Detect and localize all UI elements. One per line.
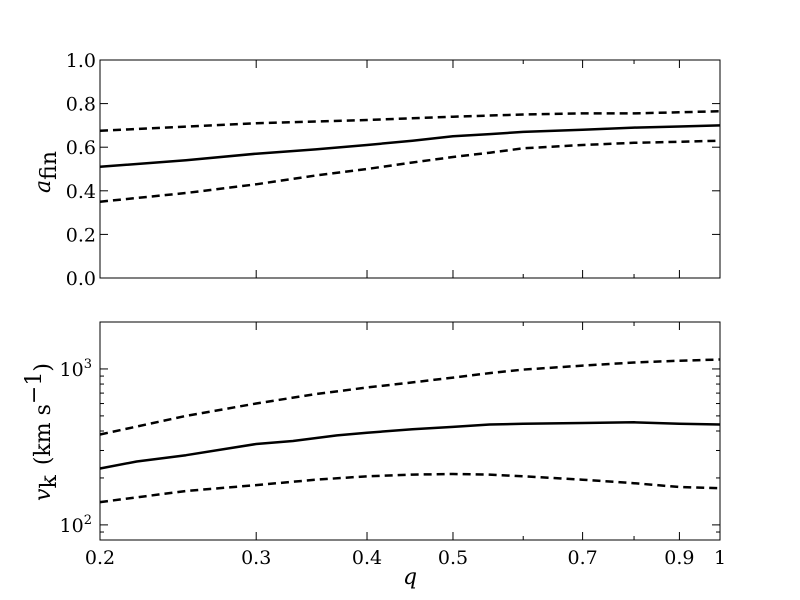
- kick-xtick-label: 0.4: [352, 547, 382, 569]
- kick-xtick-label: 1: [714, 547, 726, 569]
- spin-series-0-solid: [99, 124, 721, 169]
- spin-ytick-label: 0.6: [66, 137, 96, 159]
- kick-xtick-label: 0.2: [85, 547, 115, 569]
- kick-series-group: [99, 358, 721, 504]
- kick-ytick-label: 103: [60, 357, 92, 381]
- spin-series-2-dashed: [99, 139, 721, 203]
- spin-plot-frame: [99, 59, 721, 279]
- spin-ticks-group: [99, 59, 721, 279]
- kick-plot-frame: [99, 321, 721, 541]
- kick-xtick-label: 0.7: [567, 547, 597, 569]
- spin-ytick-label: 0.8: [66, 94, 96, 116]
- spin-ytick-labels: 0.0 0.2 0.4 0.6 0.8 1.0: [66, 50, 96, 290]
- kick-series-2-dashed: [99, 472, 721, 504]
- spin-series-1-dashed: [99, 109, 721, 133]
- kick-xtick-label: 0.3: [241, 547, 271, 569]
- spin-series-group: [99, 109, 721, 203]
- kick-series-1-dashed: [99, 358, 721, 436]
- kick-ytick-labels: 102 103: [60, 357, 92, 537]
- spin-ytick-label: 0.2: [66, 224, 96, 246]
- spin-ytick-label: 0.4: [66, 181, 96, 203]
- kick-xtick-label: 0.9: [664, 547, 694, 569]
- kick-ylabel: vk(km s−1): [22, 363, 62, 501]
- spin-ytick-label: 1.0: [66, 50, 96, 72]
- kick-xtick-labels: 0.2 0.3 0.4 0.5 0.7 0.9 1: [85, 547, 726, 569]
- kick-xlabel: q: [403, 565, 417, 590]
- kick-series-0-solid: [99, 421, 721, 470]
- kick-xtick-label: 0.5: [438, 547, 468, 569]
- spin-ytick-label: 0.0: [66, 268, 96, 290]
- kick-ytick-label: 102: [60, 513, 92, 537]
- panel-spin: 0.0 0.2 0.4 0.6 0.8 1.0 afin: [31, 50, 721, 290]
- spin-ylabel: afin: [31, 151, 62, 193]
- panel-kick: 102 103 0.2 0.3 0.4 0.5 0.7 0.9 1 vk(km s−1) q: [22, 321, 726, 590]
- kick-ticks-group: [99, 321, 721, 541]
